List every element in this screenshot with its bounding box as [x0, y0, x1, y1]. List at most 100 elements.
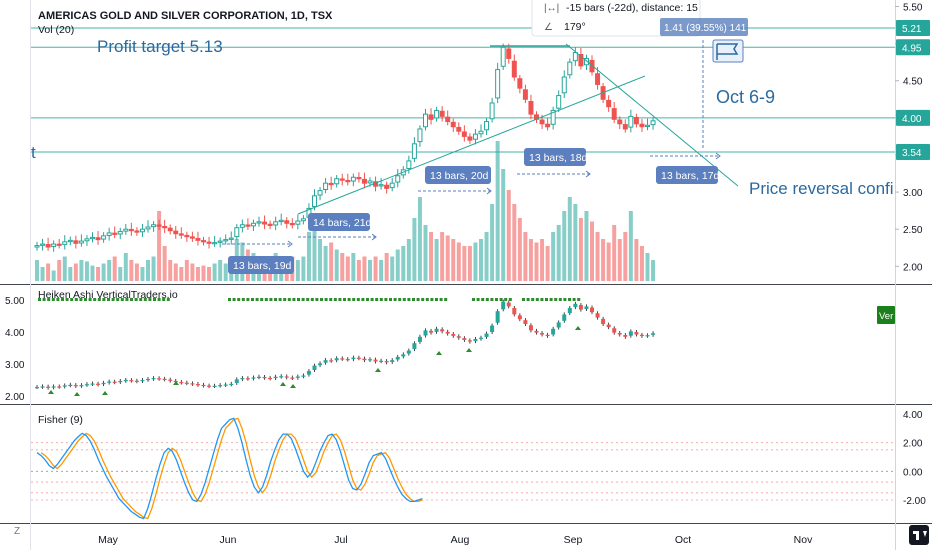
signal-dot: [134, 298, 138, 301]
heiken-candle: [290, 377, 295, 379]
volume-bar: [35, 260, 39, 281]
heiken-candle: [190, 383, 195, 385]
heiken-candle: [384, 361, 389, 363]
volume-bar: [390, 256, 395, 281]
volume-bar: [329, 242, 334, 281]
candle-body: [123, 228, 129, 232]
candle-body: [467, 136, 473, 141]
volume-bar: [207, 267, 212, 281]
candle-body: [167, 227, 173, 232]
volume-bar: [84, 261, 89, 281]
heiken-candle: [639, 334, 644, 337]
volume-bar: [140, 267, 145, 281]
signal-dot: [148, 298, 152, 301]
bar-count-label: 13 bars, 18d: [529, 152, 588, 164]
candle-body: [589, 59, 595, 73]
angle-icon: ∠: [544, 22, 553, 33]
candle-body: [639, 123, 645, 128]
tooltip-arrow-icon: |↔|: [544, 3, 559, 14]
heiken-candle: [373, 359, 378, 362]
heiken-candle: [295, 376, 300, 378]
candle-body: [622, 124, 628, 130]
heiken-candle: [273, 376, 278, 379]
signal-dot: [549, 298, 553, 301]
heiken-candle: [240, 378, 245, 380]
heiken-tick-label: 2.00: [5, 392, 25, 403]
candle-body: [206, 241, 212, 244]
signal-dot: [545, 298, 548, 301]
heiken-candle: [484, 333, 489, 337]
month-label: Nov: [794, 534, 813, 546]
heiken-candle: [68, 384, 73, 386]
candle-body: [234, 227, 240, 238]
volume-bar: [107, 260, 112, 281]
volume-bar: [151, 256, 156, 281]
profit-target-note: Profit target 5.13: [97, 37, 223, 56]
signal-dot: [42, 298, 46, 301]
heiken-candle: [584, 306, 589, 309]
signal-dot: [102, 298, 106, 301]
month-label: Aug: [451, 534, 470, 546]
candle-body: [212, 242, 218, 245]
month-label: Jun: [220, 534, 237, 546]
signal-dot: [297, 298, 300, 301]
heiken-candle: [334, 358, 339, 361]
heiken-candle: [90, 383, 95, 385]
volume-bar: [368, 260, 372, 281]
heiken-candle: [545, 334, 550, 337]
signal-dot: [93, 298, 97, 301]
volume-bar: [356, 260, 361, 281]
signal-dot: [315, 298, 319, 301]
volume-bar: [184, 260, 189, 281]
candle-body: [500, 46, 506, 67]
heiken-candle: [123, 380, 128, 382]
candle-body: [356, 176, 362, 180]
candle-body: [67, 239, 73, 243]
signal-dot: [120, 298, 124, 301]
price-badge-label: 5.21: [902, 24, 922, 35]
heiken-candle: [351, 357, 356, 360]
volume-bar: [379, 260, 384, 281]
heiken-candle: [312, 365, 317, 370]
signal-triangle-icon: [280, 382, 286, 386]
heiken-candle: [73, 385, 78, 387]
heiken-candle: [590, 307, 594, 313]
candle-body: [56, 243, 62, 246]
signal-dot: [125, 298, 129, 301]
signal-dot: [393, 298, 397, 301]
heiken-candle: [429, 330, 434, 333]
heiken-candle: [501, 301, 506, 310]
fisher-signal-line: [40, 417, 423, 520]
signal-dot: [333, 298, 337, 301]
candle-body: [300, 218, 306, 222]
heiken-badge: [877, 306, 895, 324]
signal-dot: [384, 298, 388, 301]
volume-bar: [79, 260, 84, 281]
signal-dot: [522, 298, 525, 301]
volume-bar: [118, 267, 123, 281]
candle-body: [650, 120, 656, 126]
heiken-candle: [606, 324, 611, 328]
candle-body: [40, 243, 46, 246]
candle-body: [173, 230, 179, 235]
heiken-candle: [512, 308, 517, 315]
heiken-candle: [146, 379, 150, 381]
volume-bar: [334, 249, 339, 281]
signal-dot: [361, 298, 365, 301]
heiken-candle: [234, 379, 239, 383]
candle-body: [439, 110, 445, 117]
volume-bar: [96, 267, 101, 281]
signal-dot: [375, 298, 379, 301]
heiken-candle: [306, 371, 311, 375]
volume-bar: [345, 256, 350, 281]
heiken-candle: [223, 384, 228, 386]
arrow-head-icon: [486, 187, 492, 195]
volume-bar: [556, 225, 561, 281]
fisher-tick-label: -2.00: [903, 496, 926, 507]
heiken-candle: [162, 378, 167, 381]
price-badge: [896, 20, 930, 36]
fisher-tick-label: 0.00: [903, 467, 923, 478]
volume-bar: [467, 246, 472, 281]
